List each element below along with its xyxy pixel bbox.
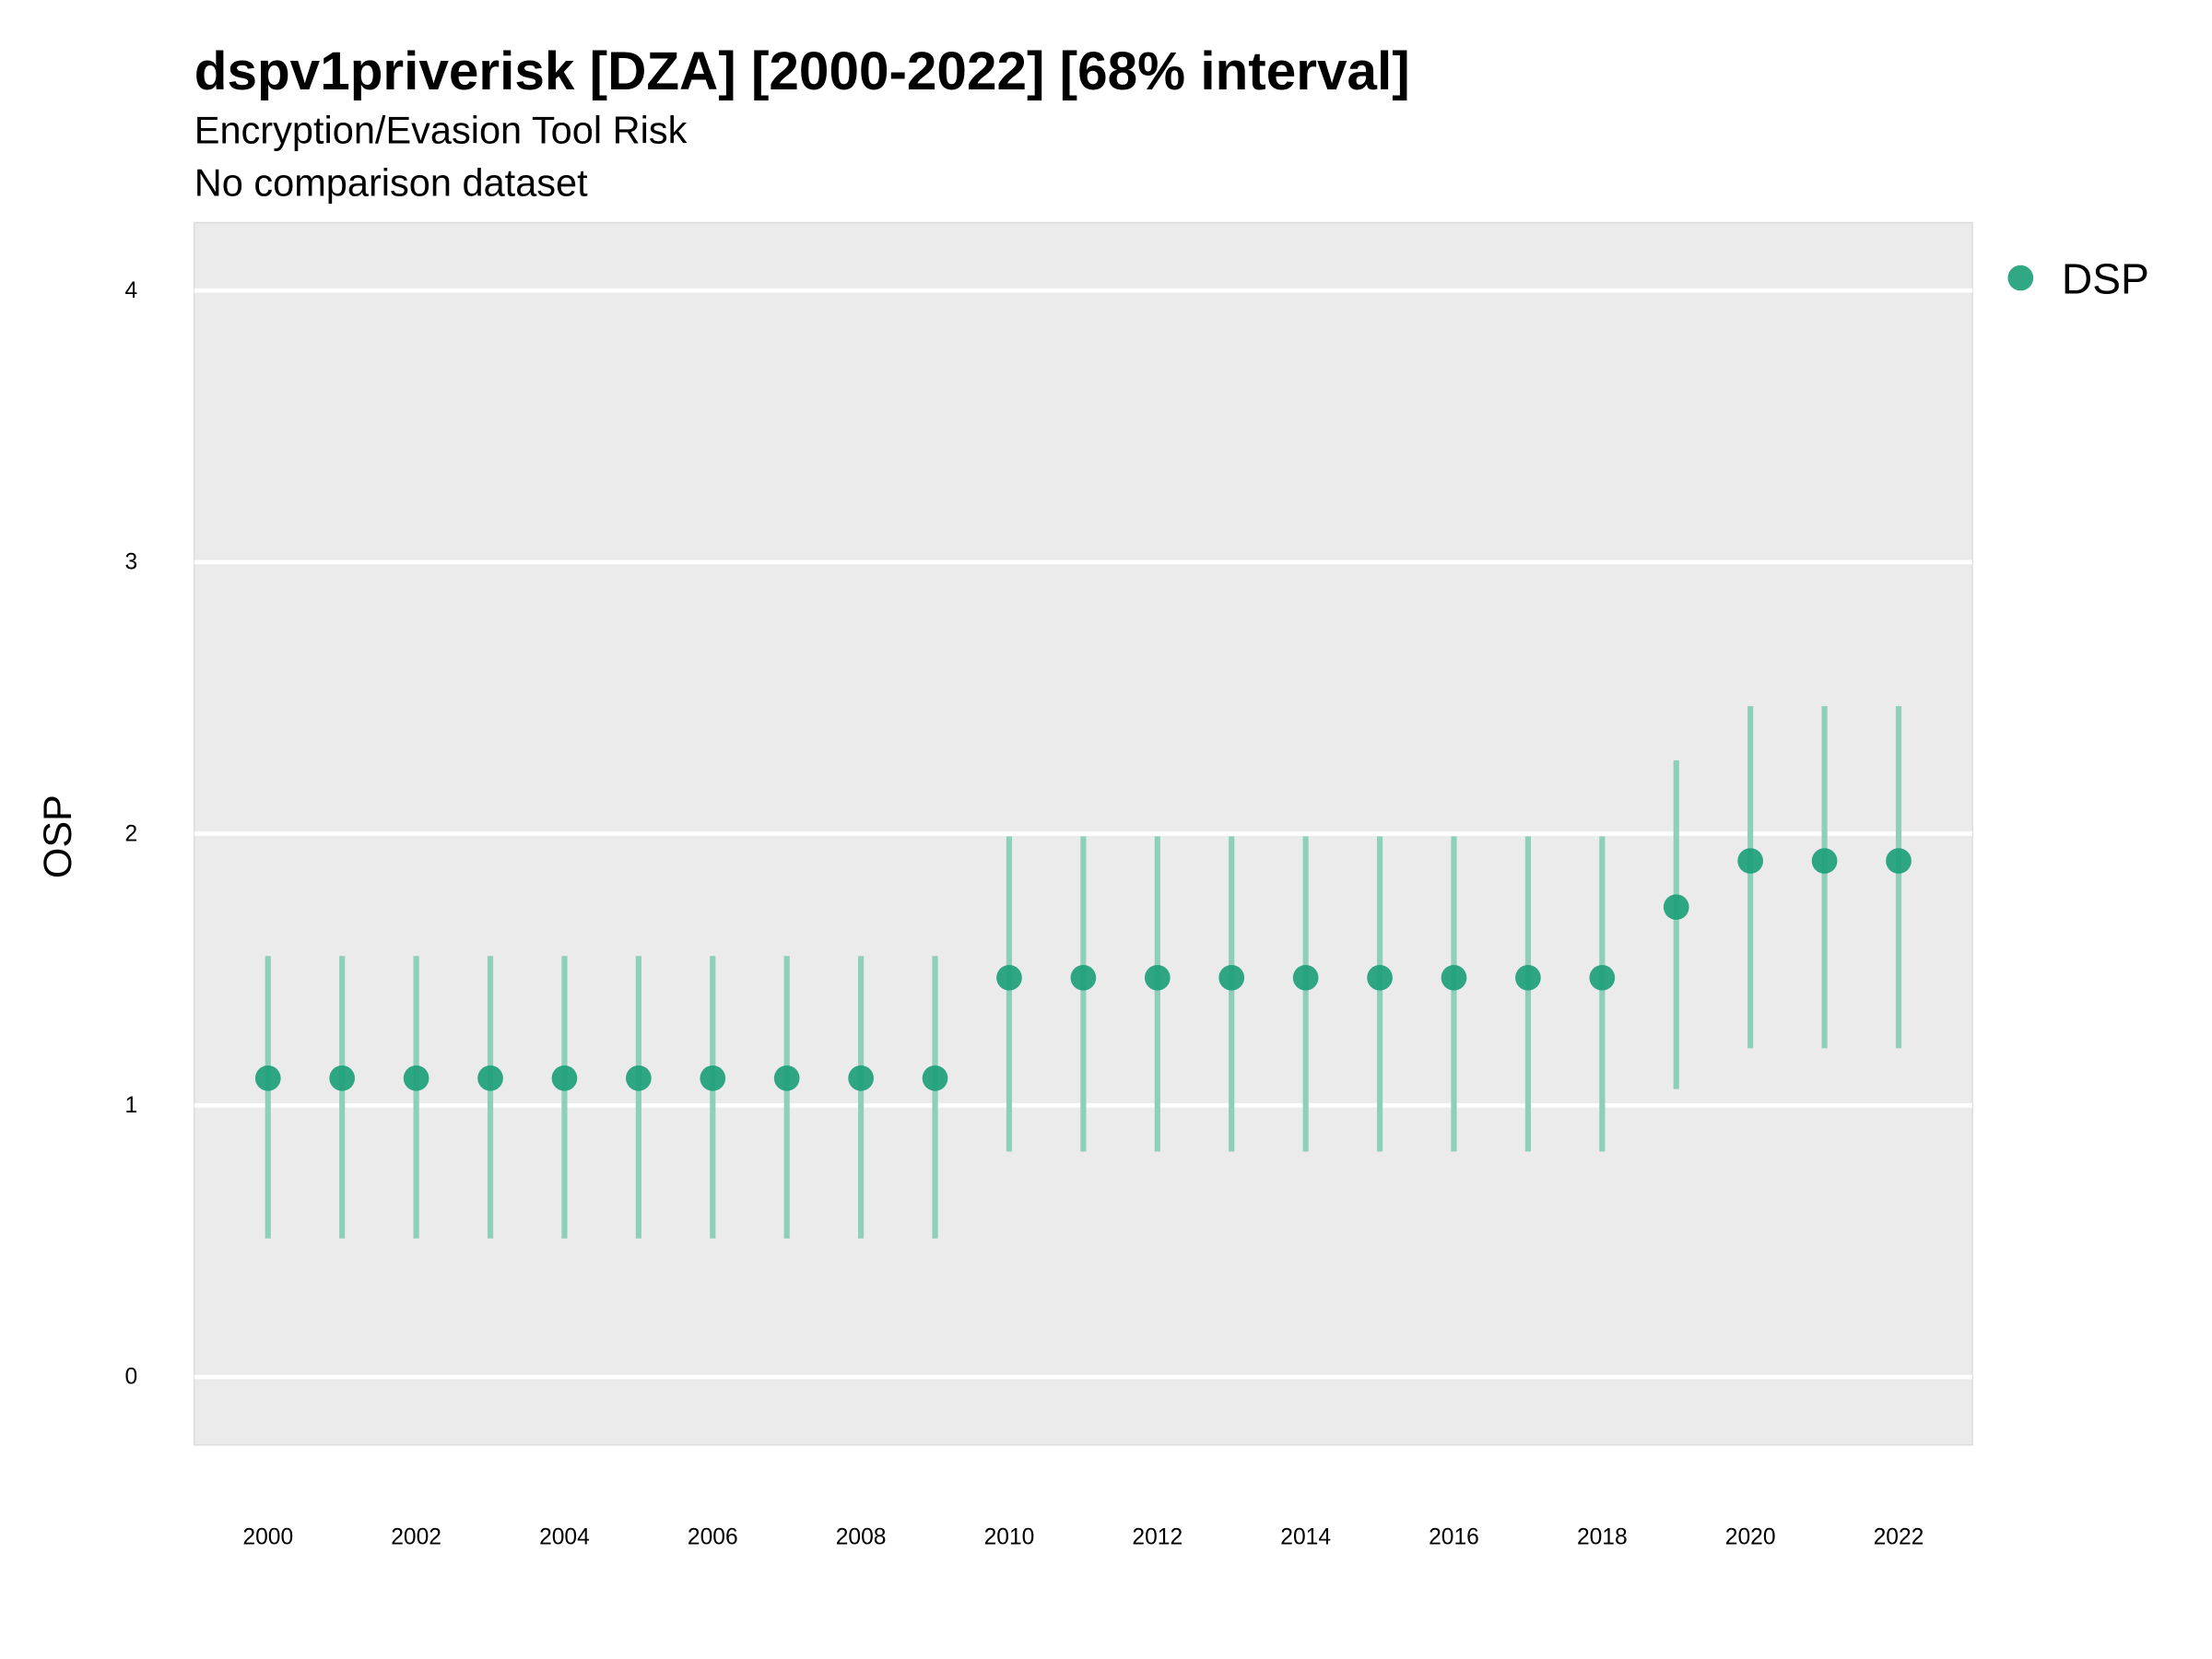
interval-bars [265,706,1902,1239]
y-axis-label: OSP [36,794,80,878]
data-point [922,1065,948,1091]
data-point [1367,964,1393,991]
data-point [996,964,1022,991]
data-point [1218,964,1245,991]
data-point [773,1065,800,1091]
x-tick-labels: 2000 2002 2004 2006 2008 2010 2012 2014 2016 2018… [242,1524,1924,1549]
data-point [1070,964,1097,991]
x-tick-label: 2010 [984,1524,1035,1549]
chart-title: dspv1priverisk [DZA] [2000-2022] [68% in… [194,41,1410,101]
data-point [1515,964,1541,991]
y-tick-label: 0 [125,1365,138,1390]
x-tick-label: 2004 [539,1524,590,1549]
legend-label: DSP [2062,254,2149,302]
data-points [254,848,1912,1091]
y-tick-label: 2 [125,821,138,846]
x-tick-label: 2020 [1725,1524,1776,1549]
x-tick-label: 2000 [242,1524,293,1549]
data-point [1441,964,1467,991]
y-tick-label: 3 [125,550,138,575]
data-point [700,1065,726,1091]
legend-marker [2007,265,2034,291]
y-tick-labels: 0 1 2 3 4 [125,278,138,1390]
chart-caption: No comparison dataset [194,160,588,204]
x-tick-label: 2012 [1132,1524,1182,1549]
x-tick-label: 2022 [1874,1524,1924,1549]
legend: DSP [2007,254,2149,302]
data-point [477,1065,503,1091]
data-point [1811,848,1838,874]
data-point [1663,894,1689,921]
data-point [1589,964,1616,991]
data-point [1737,848,1764,874]
data-point [403,1065,429,1091]
y-tick-label: 1 [125,1093,138,1118]
data-point [626,1065,652,1091]
data-point [329,1065,356,1091]
x-tick-label: 2006 [688,1524,738,1549]
x-tick-label: 2014 [1280,1524,1331,1549]
data-point [1886,848,1912,874]
chart-subtitle: Encryption/Evasion Tool Risk [194,108,688,151]
data-point [551,1065,578,1091]
data-point [1144,964,1171,991]
x-tick-label: 2002 [391,1524,441,1549]
y-tick-label: 4 [125,278,138,303]
x-tick-label: 2008 [836,1524,887,1549]
data-point [848,1065,874,1091]
x-tick-label: 2018 [1577,1524,1628,1549]
x-tick-label: 2016 [1429,1524,1479,1549]
data-point [254,1065,281,1091]
data-point [1292,964,1319,991]
